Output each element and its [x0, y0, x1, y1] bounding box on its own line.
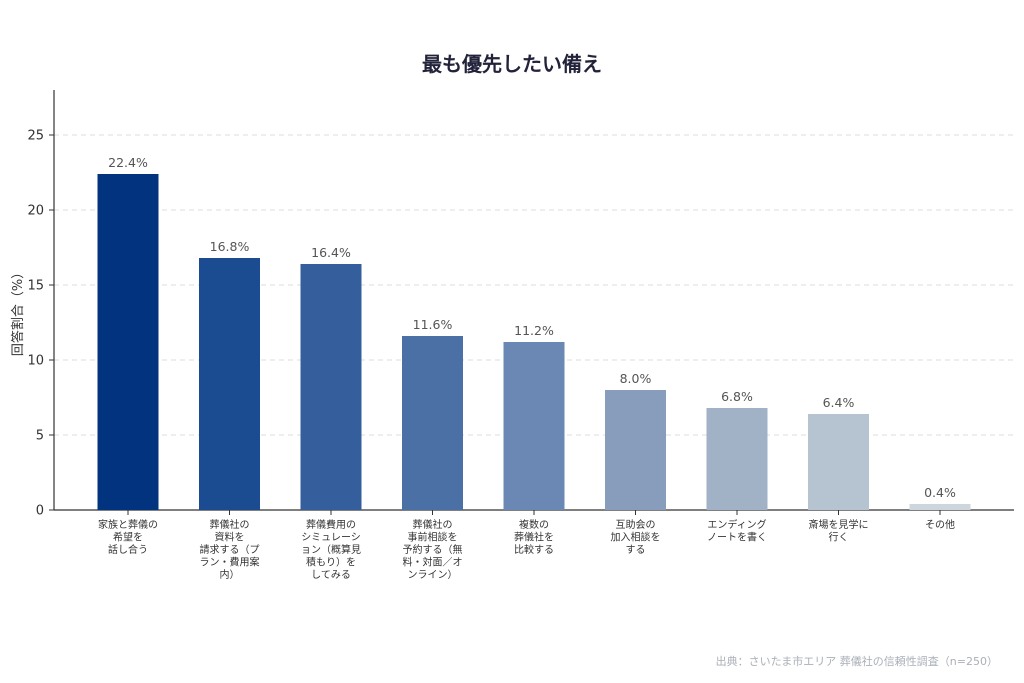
bar — [706, 408, 768, 510]
x-tick-label: その他 — [925, 518, 955, 531]
bar-value-label: 16.8% — [210, 239, 250, 254]
y-tick-label: 5 — [36, 429, 44, 444]
y-tick-label: 0 — [36, 504, 44, 519]
bar-value-label: 11.2% — [514, 323, 554, 338]
bar-value-label: 8.0% — [620, 371, 652, 386]
bar — [199, 258, 260, 510]
bar-value-label: 16.4% — [311, 245, 351, 260]
bar — [605, 390, 666, 510]
bar-value-label: 11.6% — [413, 317, 453, 332]
bar-value-label: 22.4% — [108, 155, 148, 170]
chart-title: 最も優先したい備え — [422, 52, 602, 76]
y-axis-label: 回答割合（%） — [10, 266, 26, 356]
source-note: 出典：さいたま市エリア 葬儀社の信頼性調査（n=250） — [715, 655, 998, 668]
bar-value-label: 6.4% — [823, 395, 855, 410]
y-tick-label: 25 — [27, 129, 44, 144]
x-tick-label: 複数の葬儀社を比較する — [514, 518, 554, 556]
y-tick-labels: 0 5 10 15 20 25 — [27, 129, 44, 519]
bar-value-label: 6.8% — [721, 389, 753, 404]
bar-value-label: 0.4% — [924, 485, 956, 500]
x-tick-label: 家族と葬儀の希望を話し合う — [98, 518, 158, 556]
x-tick-labels: 家族と葬儀の希望を話し合う 葬儀社の資料を請求する（プラン・費用案内） 葬儀費用のシ… — [98, 518, 955, 581]
x-tick-label: 葬儀費用のシミュレーション（概算見積もり）をしてみる — [301, 518, 361, 581]
x-tick-label: 互助会の加入相談をする — [611, 518, 661, 556]
bar — [402, 336, 463, 510]
bar — [808, 414, 869, 510]
y-tick-label: 15 — [27, 279, 44, 294]
x-tick-label: エンディングノートを書く — [707, 518, 767, 544]
bar — [300, 264, 362, 510]
bars — [97, 174, 971, 510]
bar — [97, 174, 159, 510]
value-labels: 22.4% 16.8% 16.4% 11.6% 11.2% 8.0% 6.8% 6.4% 0.4… — [108, 155, 956, 500]
bar — [909, 504, 971, 510]
y-tick-label: 20 — [27, 204, 44, 219]
x-tick-label: 葬儀社の資料を請求する（プラン・費用案内） — [200, 518, 260, 581]
y-tick-label: 10 — [27, 354, 44, 369]
x-tick-label: 葬儀社の事前相談を予約する（無料・対面／オンライン） — [403, 518, 463, 581]
x-tick-label: 斎場を見学に行く — [809, 518, 869, 544]
bar — [503, 342, 565, 510]
